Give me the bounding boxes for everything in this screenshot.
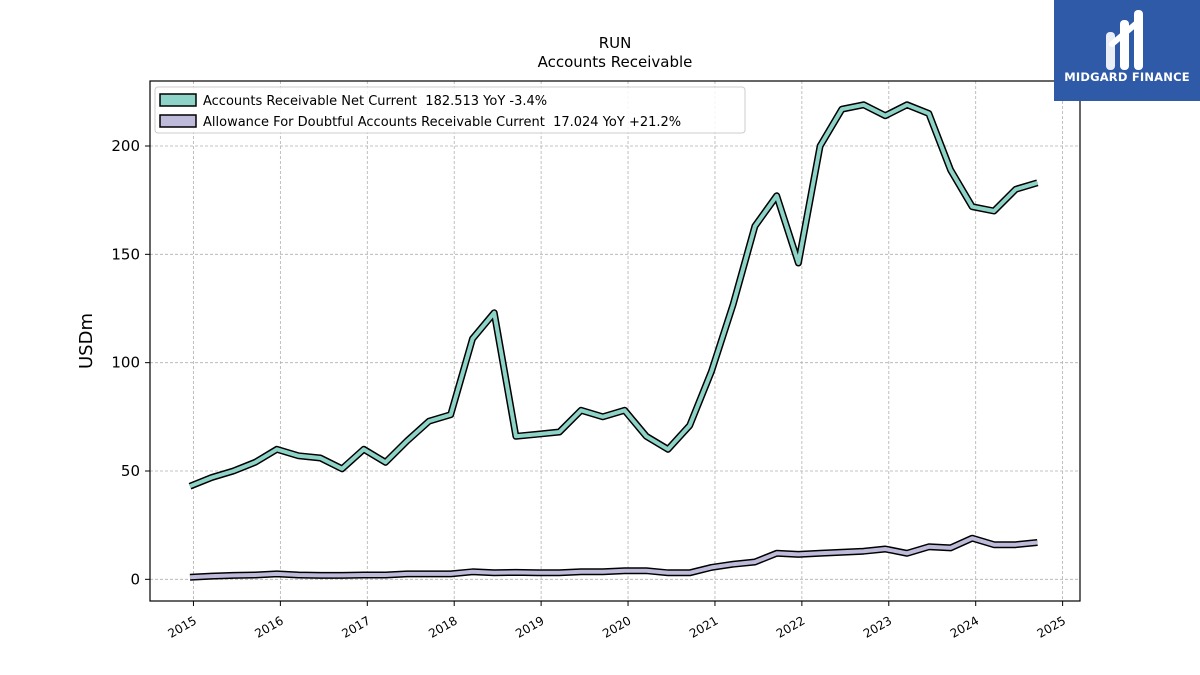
series-lines <box>188 101 1039 581</box>
x-tick-label: 2020 <box>600 613 633 640</box>
axis-ticks: 2015 2016 2017 2018 2019 2020 2021 2022 2023 2024… <box>111 137 1068 641</box>
series-core <box>189 536 1038 580</box>
logo-text: MIDGARD FINANCE <box>1064 70 1190 84</box>
y-tick-label: 50 <box>121 462 140 480</box>
series-core <box>189 102 1038 489</box>
legend: Accounts Receivable Net Current 182.513 … <box>154 86 746 134</box>
y-tick-label: 100 <box>111 354 140 372</box>
series-line-allowance <box>189 534 1038 581</box>
x-tick-label: 2017 <box>339 613 372 640</box>
plot-frame <box>149 80 1081 602</box>
series-outline <box>188 101 1039 490</box>
grid <box>150 81 1080 601</box>
legend-box <box>154 86 746 134</box>
x-tick-label: 2022 <box>774 613 807 640</box>
x-tick-label: 2025 <box>1035 613 1068 640</box>
chart-subtitle: Accounts Receivable <box>538 53 693 71</box>
legend-swatch-allowance <box>159 114 197 128</box>
x-tick-label: 2018 <box>426 613 459 640</box>
logo-mark-icon <box>1106 10 1143 70</box>
chart-title: RUN <box>599 34 632 52</box>
x-tick-label: 2021 <box>687 613 720 640</box>
x-tick-label: 2023 <box>861 613 894 640</box>
series-line-ar-net <box>188 101 1039 490</box>
legend-label-allowance: Allowance For Doubtful Accounts Receivab… <box>203 115 681 130</box>
x-tick-label: 2015 <box>166 613 199 640</box>
y-tick-label: 200 <box>111 137 140 155</box>
y-tick-label: 150 <box>111 245 140 263</box>
x-tick-label: 2019 <box>513 613 546 640</box>
y-axis-label: USDm <box>76 313 97 369</box>
x-tick-label: 2024 <box>948 613 981 640</box>
legend-swatch-ar-net <box>159 93 197 107</box>
y-tick-label: 0 <box>130 570 140 588</box>
brand-logo: MIDGARD FINANCE <box>1054 0 1200 101</box>
x-tick-label: 2016 <box>252 613 285 640</box>
legend-label-ar-net: Accounts Receivable Net Current 182.513 … <box>203 94 547 109</box>
